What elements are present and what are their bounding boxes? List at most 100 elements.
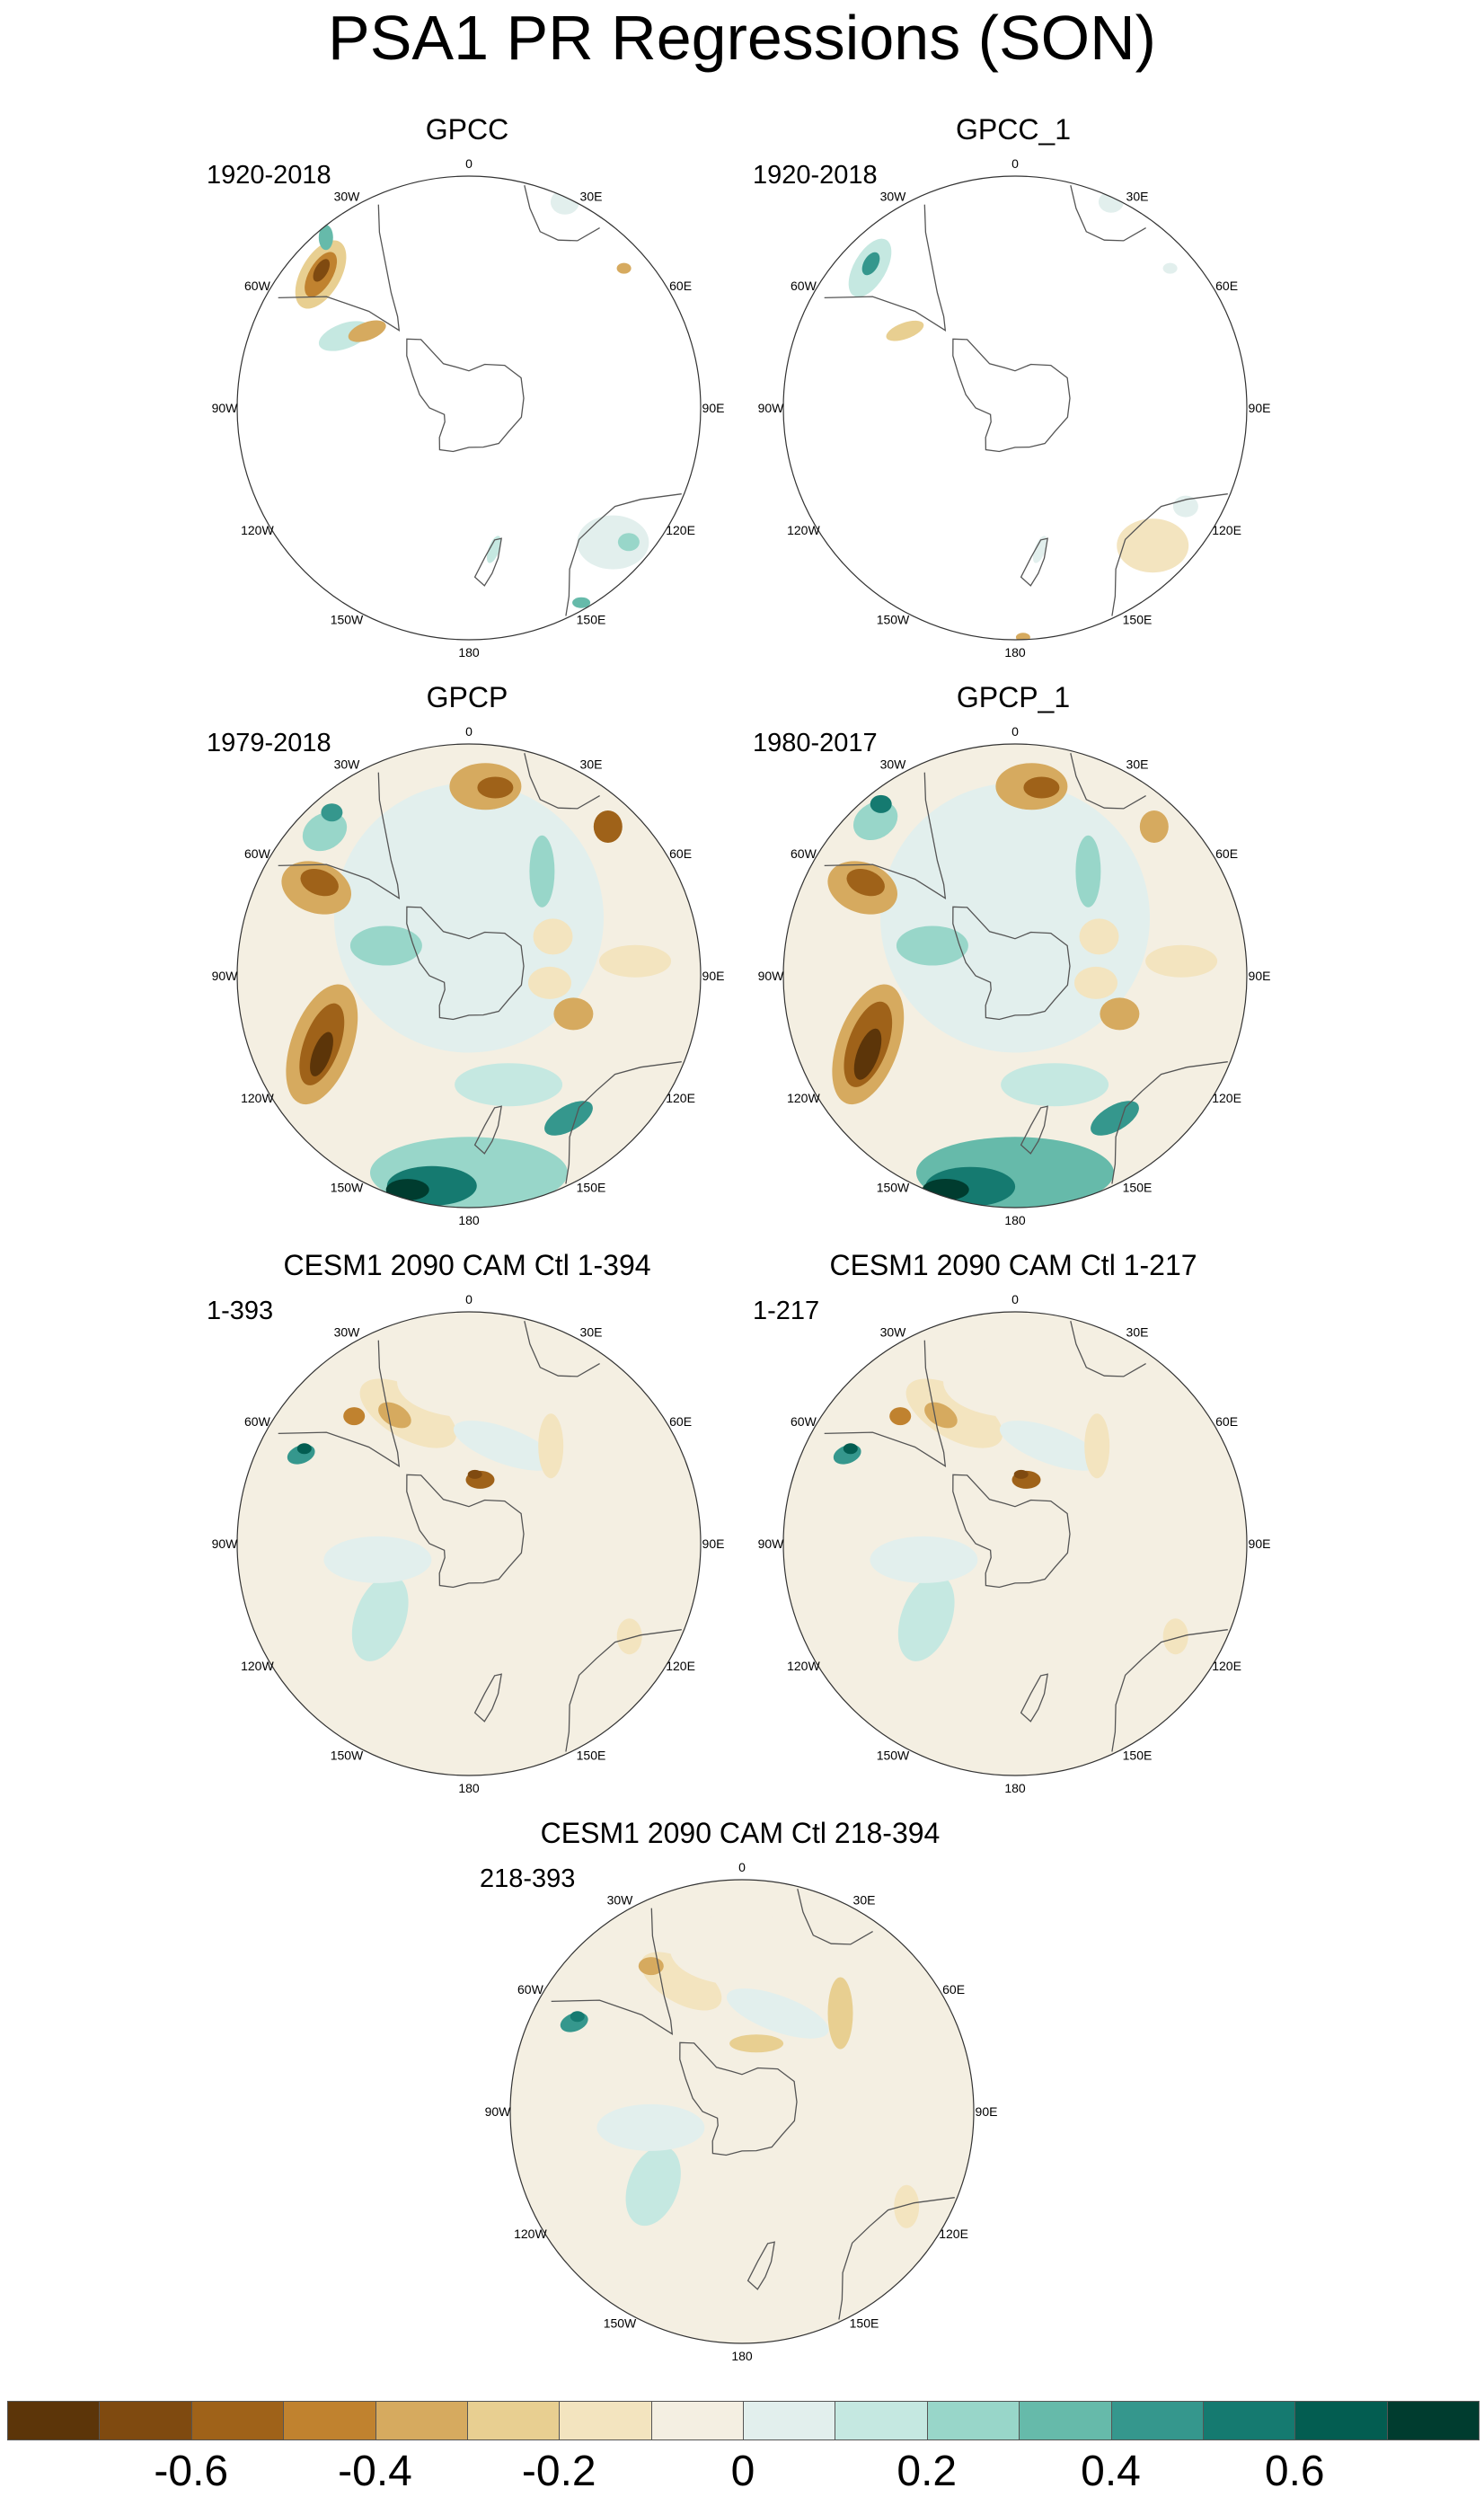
precip-anomaly-blob (1145, 944, 1218, 978)
longitude-label: 60E (1215, 846, 1238, 861)
precip-anomaly-blob (1032, 536, 1047, 563)
coastline (824, 772, 947, 899)
panel-title: GPCP (426, 681, 508, 713)
coastline (838, 2197, 955, 2320)
precip-anomaly-blob (385, 1179, 429, 1201)
longitude-label: 120E (666, 523, 695, 537)
longitude-label: 30E (580, 757, 603, 771)
precip-anomaly-blob (861, 252, 880, 276)
colorbar-swatch (466, 2401, 561, 2440)
coastline (473, 537, 503, 587)
precip-anomaly-blob (1162, 1618, 1188, 1655)
polar-map: 0 30E 60E 90E 120E 150E 180 150W 120W 90W 60W 30W (212, 724, 725, 1227)
anomaly-field (833, 1345, 1188, 1661)
precip-anomaly-blob (827, 1977, 853, 2050)
longitude-label: 60E (669, 1414, 692, 1429)
precip-anomaly-blob (1023, 776, 1060, 799)
precip-anomaly-blob (1074, 966, 1117, 999)
coastlines (278, 753, 682, 1184)
precip-anomaly-blob (453, 1421, 556, 1471)
coastline (278, 204, 401, 332)
longitude-label: 150W (604, 2316, 637, 2331)
longitude-label: 150E (577, 613, 606, 627)
longitude-label: 150E (1123, 613, 1153, 627)
longitude-label: 150E (1123, 1749, 1153, 1763)
coastline (473, 1673, 503, 1722)
precip-anomaly-blob (1098, 190, 1124, 213)
panel-title: CESM1 2090 CAM Ctl 1-394 (283, 1249, 651, 1281)
map-background (237, 176, 701, 640)
longitude-label: 120E (1212, 1659, 1241, 1673)
longitude-label: 150W (877, 613, 910, 627)
longitude-label: 150E (850, 2316, 879, 2331)
longitude-label: 60E (669, 846, 692, 861)
precip-anomaly-blob (889, 1407, 912, 1426)
longitude-label: 30W (334, 1324, 361, 1339)
precip-anomaly-blob (533, 918, 573, 955)
precip-anomaly-blob (1015, 633, 1030, 640)
precip-anomaly-blob (1001, 1063, 1109, 1107)
coastline (1020, 1105, 1049, 1155)
precip-anomaly-blob (943, 1345, 1087, 1418)
precip-anomaly-blob (897, 1574, 955, 1661)
longitude-label: 150W (331, 1181, 364, 1195)
precip-anomaly-blob (572, 597, 591, 608)
colorbar-tick-label: 0.2 (897, 2448, 958, 2495)
longitude-label: 30E (853, 1892, 876, 1907)
colorbar-tick-label: 0.6 (1264, 2448, 1325, 2495)
precip-anomaly-blob (300, 868, 339, 897)
precip-anomaly-blob (351, 1574, 409, 1661)
precip-anomaly-blob (1117, 518, 1189, 573)
colorbar-swatch (99, 2401, 192, 2440)
coastline (1020, 537, 1049, 587)
colorbar-swatch (1019, 2401, 1112, 2440)
precip-anomaly-blob (1139, 810, 1169, 843)
colorbar (7, 2401, 1480, 2440)
map-panel-cesm-1-394: CESM1 2090 CAM Ctl 1-394 1-393 0 30E 60E 90… (207, 1247, 728, 1804)
longitude-label: 0 (465, 724, 473, 739)
longitude-label: 150E (1123, 1181, 1153, 1195)
longitude-label: 180 (1004, 1213, 1026, 1227)
precip-anomaly-blob (1091, 1101, 1139, 1136)
longitude-label: 180 (458, 645, 480, 660)
precip-anomaly-blob (1013, 1469, 1029, 1479)
precip-anomaly-blob (1079, 918, 1119, 955)
precip-anomaly-blob (870, 1536, 978, 1583)
colorbar-swatch (1202, 2401, 1296, 2440)
longitude-label: 30E (1126, 757, 1149, 771)
panel-title: CESM1 2090 CAM Ctl 218-394 (540, 1817, 941, 1849)
map-panel-cesm-1-217: CESM1 2090 CAM Ctl 1-217 1-217 0 30E 60E 90… (753, 1247, 1274, 1804)
precip-anomaly-blob (596, 2103, 705, 2151)
precip-anomaly-blob (486, 536, 501, 563)
precip-anomaly-blob (616, 262, 632, 274)
coastline (406, 906, 525, 1021)
precip-anomaly-blob (477, 776, 514, 799)
longitude-label: 120W (787, 1659, 820, 1673)
map-boundary (236, 175, 702, 641)
longitude-label: 90E (976, 2104, 998, 2119)
longitude-label: 60E (942, 1982, 965, 1997)
longitude-label: 90E (702, 401, 725, 415)
anomaly-field (560, 1913, 920, 2228)
precip-anomaly-blob (729, 2034, 784, 2053)
precip-anomaly-blob (553, 997, 594, 1031)
precip-anomaly-blob (529, 835, 555, 908)
map-boundary (782, 175, 1248, 641)
longitude-label: 90W (212, 1536, 239, 1551)
panel-period: 1920-2018 (753, 161, 878, 190)
longitude-label: 90E (1249, 401, 1271, 415)
anomaly-field (295, 189, 649, 608)
precip-anomaly-blob (894, 2184, 920, 2228)
longitude-label: 30E (580, 189, 603, 203)
panel-period: 1-393 (207, 1297, 274, 1325)
coastline (278, 1340, 401, 1467)
precip-anomaly-blob (924, 1402, 958, 1429)
longitude-label: 120W (514, 2227, 547, 2241)
longitude-label: 60E (1215, 1414, 1238, 1429)
longitude-label: 90W (485, 2104, 512, 2119)
longitude-label: 90E (1249, 1536, 1271, 1551)
figure-title: PSA1 PR Regressions (SON) (328, 3, 1156, 73)
map-background (783, 1312, 1247, 1775)
coastline (824, 1340, 947, 1467)
map-panel-gpcc: GPCC 1920-2018 0 30E 60E 90E 120E 150E 180 150W… (207, 111, 728, 669)
